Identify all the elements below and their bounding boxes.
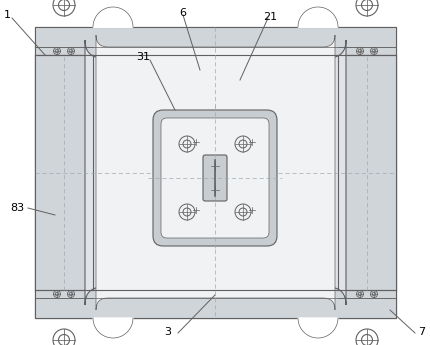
FancyBboxPatch shape — [85, 40, 345, 305]
FancyBboxPatch shape — [96, 35, 334, 310]
FancyBboxPatch shape — [153, 110, 276, 246]
Bar — [35, 55, 93, 290]
Bar — [35, 55, 395, 318]
Polygon shape — [93, 7, 133, 27]
Polygon shape — [297, 318, 337, 338]
Polygon shape — [93, 318, 133, 338]
Bar — [35, 27, 395, 318]
Bar — [337, 55, 395, 290]
Text: 7: 7 — [418, 327, 424, 337]
FancyBboxPatch shape — [203, 155, 227, 201]
Bar — [35, 27, 395, 318]
Text: 6: 6 — [179, 8, 186, 18]
Text: 21: 21 — [262, 12, 276, 22]
Text: 3: 3 — [164, 327, 171, 337]
FancyBboxPatch shape — [161, 118, 268, 238]
Polygon shape — [297, 7, 337, 27]
Text: 83: 83 — [10, 203, 24, 213]
Text: 31: 31 — [136, 52, 150, 62]
Text: 1: 1 — [4, 10, 11, 20]
